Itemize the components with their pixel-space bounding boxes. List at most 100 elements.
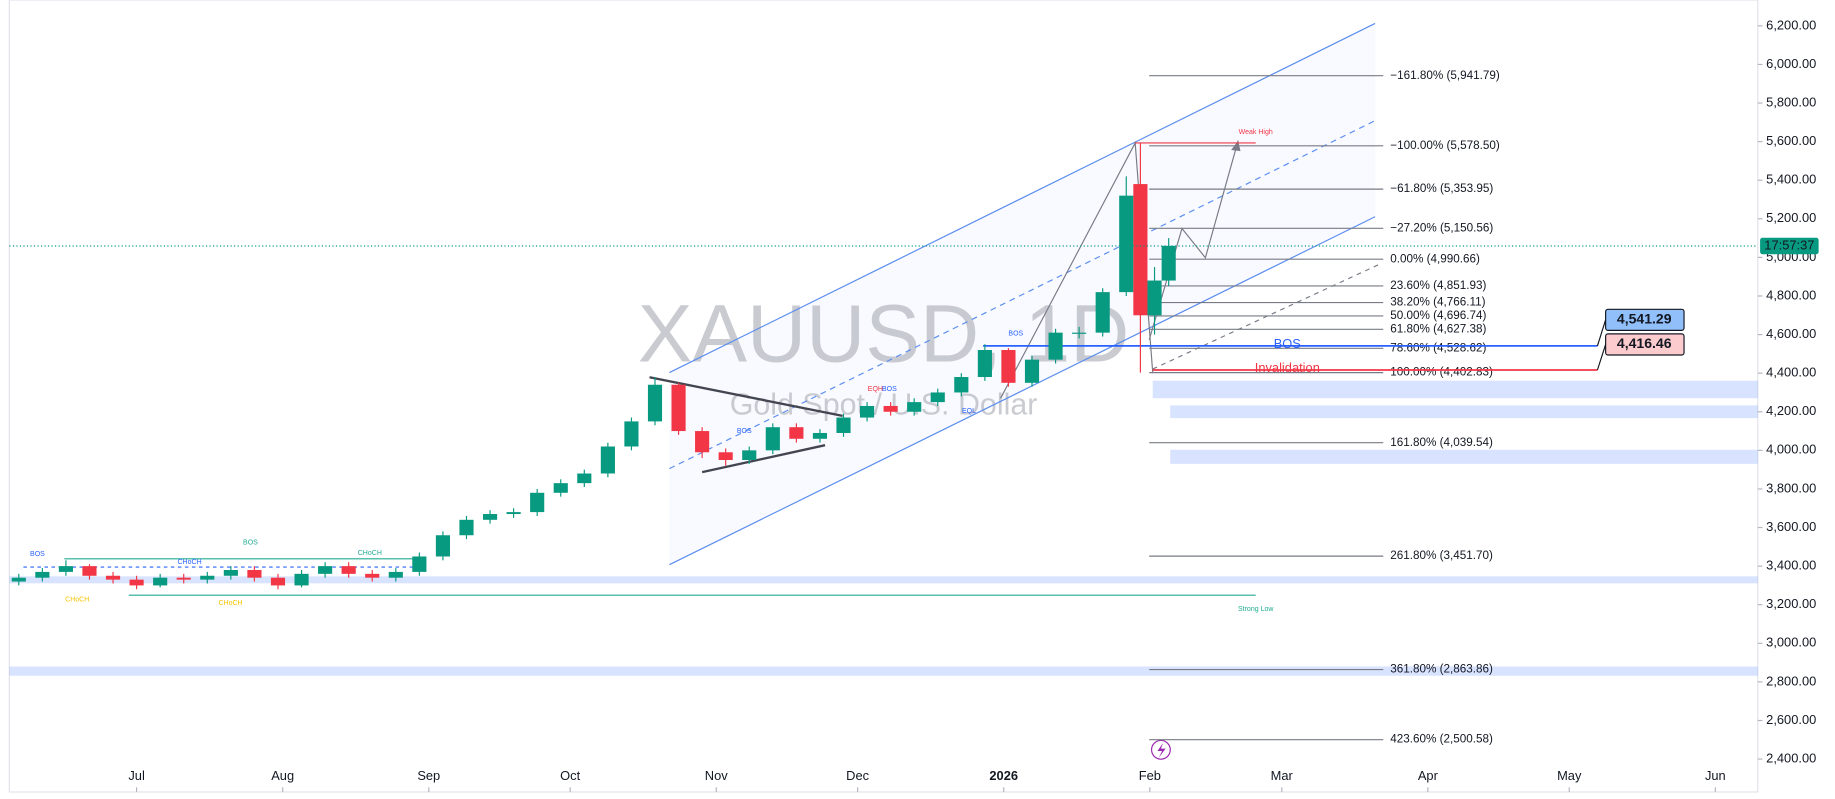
candle-body <box>459 519 474 536</box>
zones <box>9 380 1758 676</box>
y-tick-label: 2,400.00 <box>1766 750 1816 765</box>
level-connector <box>1596 319 1607 347</box>
y-tick-label: 6,200.00 <box>1766 17 1816 32</box>
annotation: BOS <box>737 428 752 435</box>
annotation: CHoCH <box>358 550 382 557</box>
candle-body <box>58 566 73 572</box>
y-tick-label: 3,800.00 <box>1766 480 1816 495</box>
fib-label: −100.00% (5,578.50) <box>1390 139 1500 152</box>
candle-body <box>1147 280 1162 316</box>
fib-label: 161.80% (4,039.54) <box>1390 436 1493 449</box>
event-bolt <box>1157 742 1166 758</box>
channel-lower <box>669 216 1376 566</box>
frame <box>8 0 1759 793</box>
fib-label: −61.80% (5,353.95) <box>1390 182 1493 195</box>
candle-body <box>1133 184 1148 316</box>
zone <box>1170 449 1758 464</box>
candle-body <box>812 432 828 439</box>
plot: −161.80% (5,941.79) −100.00% (5,578.50) −6… <box>11 69 1685 746</box>
candle-body <box>247 569 262 578</box>
candle-body <box>789 427 804 439</box>
fib-label: 100.00% (4,402.83) <box>1390 366 1493 379</box>
candle-body <box>859 405 875 418</box>
candle-body <box>1001 350 1016 383</box>
x-tick-label: Jul <box>128 768 144 783</box>
y-tick-label: 6,000.00 <box>1766 56 1816 71</box>
annotation: EQH <box>868 386 883 393</box>
fib-label: 0.00% (4,990.66) <box>1390 252 1480 265</box>
triangle-upper <box>649 376 843 418</box>
x-tick-label: Dec <box>846 768 869 783</box>
candle-body <box>435 535 450 557</box>
candle-body <box>671 384 686 432</box>
candle-body <box>600 446 615 474</box>
annotation: EQL <box>962 408 976 415</box>
price-box-label: 4,541.29 <box>1617 311 1672 327</box>
candle-body <box>624 421 639 447</box>
candle-body <box>577 473 592 484</box>
countdown: 17:57:37 <box>1764 237 1814 252</box>
candle-body <box>1161 245 1176 281</box>
y-tick-label: 4,800.00 <box>1766 287 1816 302</box>
fib-label: 23.60% (4,851.93) <box>1390 279 1486 292</box>
candle-body <box>294 573 309 586</box>
channel-upper <box>669 22 1376 374</box>
fib-label: 50.00% (4,696.74) <box>1390 309 1486 322</box>
x-tick-label: Nov <box>705 768 728 783</box>
candle-body <box>412 556 427 572</box>
candle-body <box>718 452 733 460</box>
annotation: BOS <box>243 539 258 546</box>
candle-body <box>365 573 380 578</box>
candle-body <box>388 571 403 578</box>
level-connector <box>1596 344 1607 371</box>
candle-body <box>930 392 945 403</box>
y-tick-label: 5,200.00 <box>1766 210 1816 225</box>
x-tick-label: Mar <box>1271 768 1294 783</box>
x-tick-label: Oct <box>560 768 580 783</box>
y-tick-label: 4,400.00 <box>1766 365 1816 380</box>
candle-body <box>954 377 969 393</box>
candle-body <box>1048 332 1063 360</box>
candle-body <box>1119 195 1134 293</box>
candle-body <box>318 566 333 574</box>
zone <box>9 576 1758 584</box>
channel-mid <box>669 120 1376 470</box>
annotation: CHoCH <box>65 597 89 604</box>
y-tick-label: 3,400.00 <box>1766 558 1816 573</box>
projection-path <box>1148 140 1239 340</box>
x-tick-label: May <box>1557 768 1582 783</box>
price-box <box>1605 333 1685 356</box>
price-box-label: 4,416.46 <box>1617 335 1672 351</box>
fib-label: 61.80% (4,627.38) <box>1390 322 1486 335</box>
candle-body <box>82 566 97 576</box>
fib-label: 78.60% (4,528.62) <box>1390 341 1486 354</box>
candle-body <box>1095 292 1110 333</box>
annotation: BOS <box>1008 331 1023 338</box>
fib-label: 261.80% (3,451.70) <box>1390 549 1493 562</box>
x-tick-label: Jun <box>1705 768 1726 783</box>
fib-label: 423.60% (2,500.58) <box>1390 733 1493 746</box>
y-tick-label: 2,600.00 <box>1766 712 1816 727</box>
y-tick-label: 3,600.00 <box>1766 519 1816 534</box>
candle-body <box>200 575 215 580</box>
x-tick-label: Aug <box>271 768 294 783</box>
candle-body <box>977 350 992 378</box>
annotation: CHoCH <box>178 559 202 566</box>
fib-label: −161.80% (5,941.79) <box>1390 69 1500 82</box>
candle-body <box>482 514 498 520</box>
candle-body <box>270 577 286 586</box>
candle-body <box>530 492 545 513</box>
y-tick-label: 3,000.00 <box>1766 635 1816 650</box>
candle-body <box>129 579 144 586</box>
candle-body <box>506 512 521 515</box>
annotation: BOS <box>882 386 897 393</box>
candle-body <box>1024 359 1040 383</box>
countdown-box <box>1760 237 1819 255</box>
watermark: XAUUSD, 1D <box>638 288 1130 379</box>
x-tick-label: 2026 <box>989 768 1018 783</box>
candle-body <box>1072 332 1087 334</box>
level-label: Invalidation <box>1255 360 1320 375</box>
candle-body <box>35 571 50 578</box>
y-tick-label: 4,200.00 <box>1766 403 1816 418</box>
